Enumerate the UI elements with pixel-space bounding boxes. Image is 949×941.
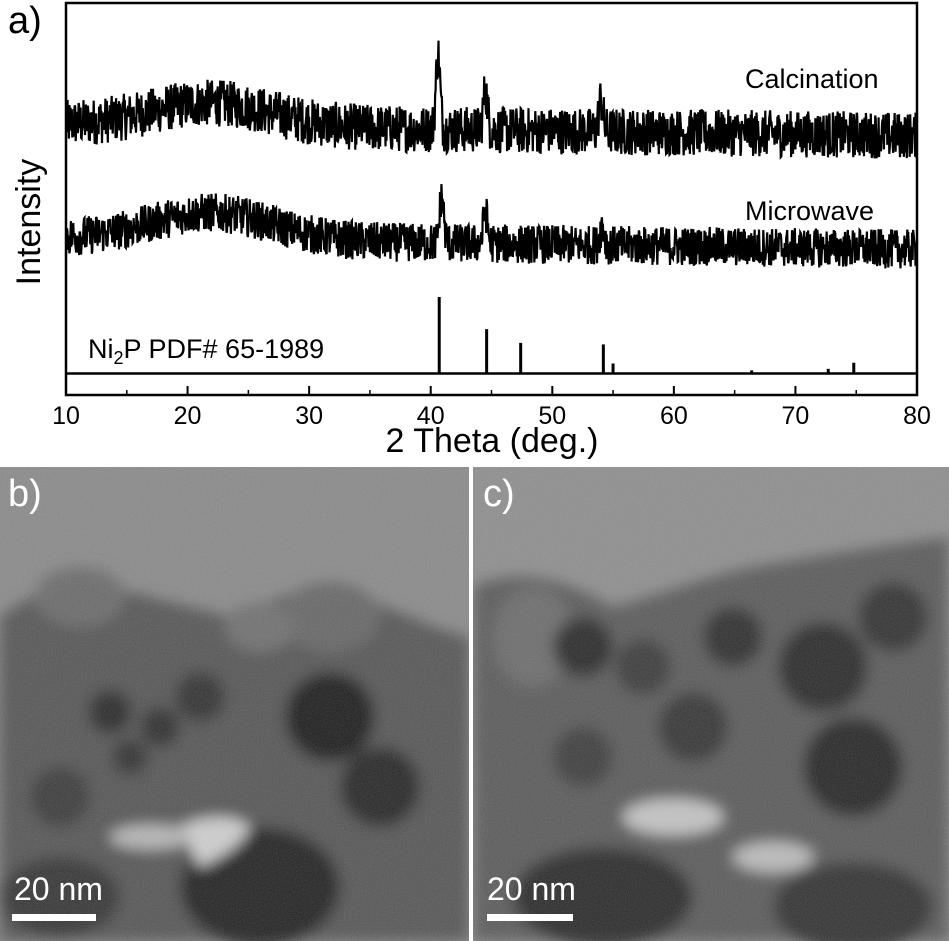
xrd-chart: 10 20 30 40 50 60 70 80 Calcination Microwave N… [10,1,931,460]
reference-label-prefix: Ni [88,334,114,364]
x-tick-label-20: 20 [174,402,202,430]
scale-bar-b [12,914,96,921]
tem-image-b: b) 20 nm [0,467,469,941]
tem-texture-b [0,467,469,941]
reference-label-suffix: P PDF# 65-1989 [124,334,325,364]
x-tick-label-40: 40 [417,402,445,430]
scale-label-c: 20 nm [487,871,576,907]
series-label-microwave: Microwave [745,196,874,226]
tem-texture-c [473,467,949,941]
x-tick-label-70: 70 [782,402,810,430]
x-tick-label-80: 80 [903,402,931,430]
series-label-calcination: Calcination [745,64,879,94]
x-tick-label-10: 10 [52,402,80,430]
series-line-microwave [64,184,919,269]
scale-bar-c [487,914,573,921]
panel-c-label: c) [483,473,515,515]
x-tick-label-50: 50 [538,402,566,430]
x-tick-label-30: 30 [295,402,323,430]
reference-label: Ni2P PDF# 65-1989 [88,334,324,368]
reference-lines [66,297,917,375]
x-axis: 10 20 30 40 50 60 70 80 [52,386,931,430]
panel-a-label: a) [8,0,42,42]
x-axis-title: 2 Theta (deg.) [386,422,599,460]
series-line-calcination [64,40,919,161]
reference-label-sub: 2 [114,348,124,368]
panel-b-label: b) [8,473,42,515]
tem-image-c: c) 20 nm [473,467,949,941]
y-axis-title: Intensity [10,159,48,286]
scale-label-b: 20 nm [14,871,103,907]
x-tick-label-60: 60 [660,402,688,430]
series-layer [64,40,919,269]
